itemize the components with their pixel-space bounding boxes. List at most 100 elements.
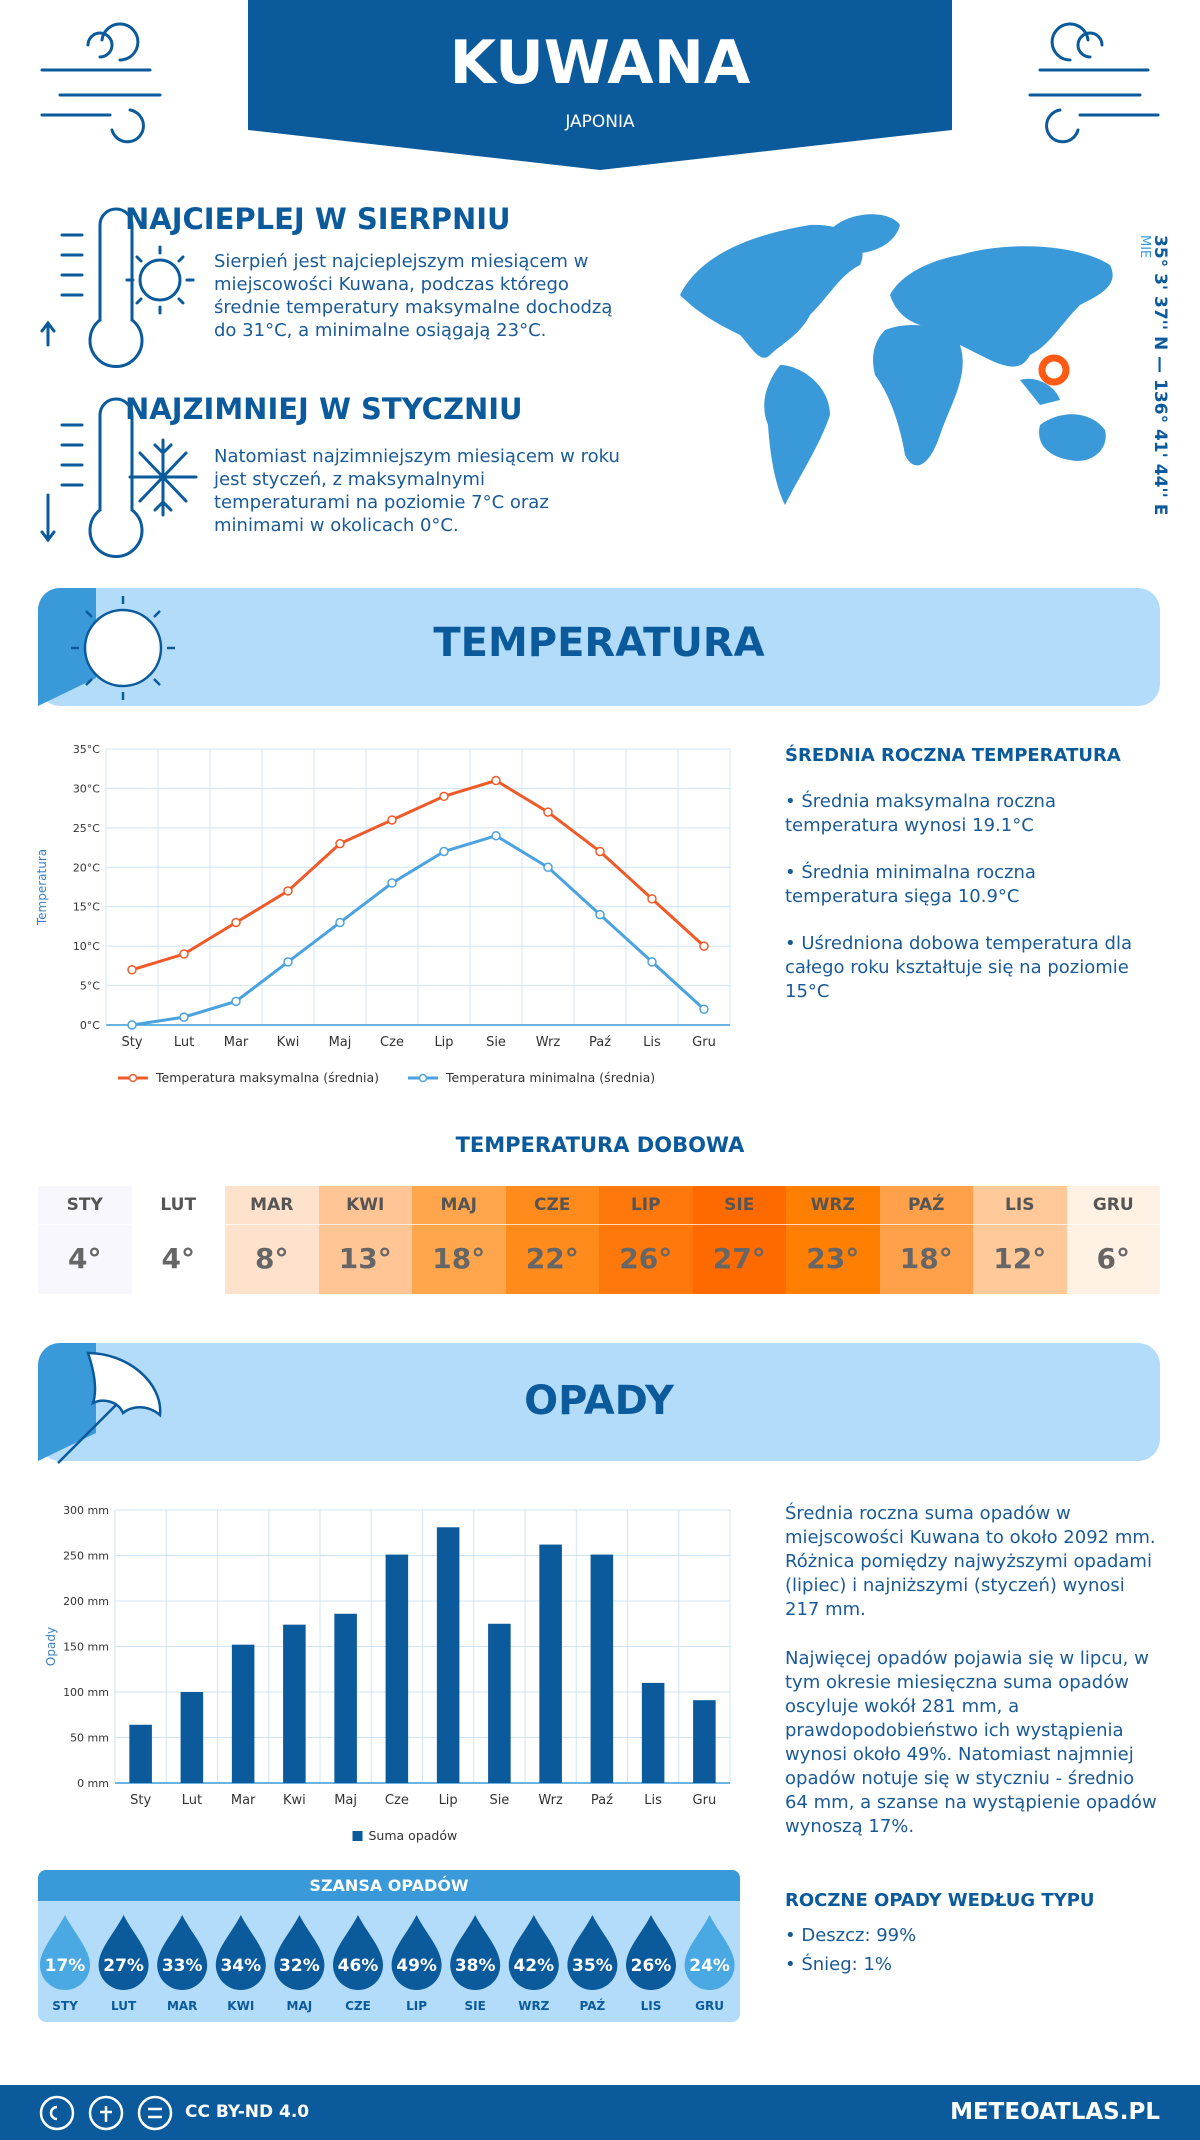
daily-value: 18°: [899, 1242, 953, 1275]
x-tick-label: Lut: [174, 1035, 194, 1050]
daily-column: MAR 8°: [225, 1186, 319, 1294]
section-title: TEMPERATURA: [433, 620, 765, 666]
x-tick-label: Wrz: [536, 1035, 561, 1050]
highlight-title: NAJZIMNIEJ W STYCZNIU: [125, 392, 523, 426]
rain-drop: [450, 1915, 501, 1990]
y-tick-label: 200 mm: [63, 1595, 109, 1608]
y-tick-label: 0 mm: [77, 1777, 109, 1790]
chance-month: STY: [52, 1999, 78, 2013]
chance-month: LIS: [641, 1999, 662, 2013]
type-title: ROCZNE OPADY WEDŁUG TYPU: [785, 1890, 1095, 1911]
daily-column: LIS 12°: [973, 1186, 1067, 1294]
chance-month: PAŹ: [580, 1998, 606, 2013]
daily-month: MAJ: [412, 1186, 506, 1225]
chance-value: 34%: [220, 1956, 261, 1976]
x-tick-label: Sty: [121, 1035, 142, 1050]
chance-value: 49%: [396, 1956, 437, 1976]
y-tick-label: 5°C: [80, 980, 100, 993]
data-point: [335, 917, 345, 928]
x-tick-label: Kwi: [283, 1793, 306, 1808]
data-point: [179, 1012, 189, 1022]
daily-column: PAŹ 18°: [879, 1186, 973, 1294]
data-point: [231, 996, 241, 1007]
y-tick-label: 10°C: [73, 940, 100, 953]
daily-value: 18°: [432, 1242, 486, 1275]
daily-month: MAR: [225, 1186, 319, 1225]
data-point: [127, 1020, 137, 1030]
world-map: [680, 214, 1113, 505]
rain-drop: [508, 1915, 559, 1990]
summary-item: • Uśredniona dobowa temperatura dla całe…: [785, 933, 1133, 1002]
y-axis-label: Opady: [44, 1627, 58, 1666]
y-tick-label: 150 mm: [63, 1641, 109, 1654]
license-icons: [39, 2095, 173, 2131]
chance-drops: 17% STY 27% LUT 33% MAR 34% KWI 32% MAJ 46% CZE 49% L…: [40, 1915, 735, 2013]
chance-month: KWI: [227, 1999, 254, 2013]
x-tick-label: Paź: [589, 1035, 611, 1050]
bar: [436, 1527, 460, 1783]
data-point: [439, 846, 449, 857]
rain-drop: [567, 1915, 618, 1990]
x-tick-label: Wrz: [538, 1793, 563, 1808]
y-tick-label: 20°C: [73, 861, 100, 874]
page-title: KUWANA: [449, 28, 751, 98]
rain-drop: [40, 1915, 90, 1990]
bar: [334, 1613, 357, 1783]
bar: [693, 1700, 716, 1783]
data-point: [491, 775, 501, 786]
data-point: [543, 807, 553, 817]
x-tick-label: Sie: [486, 1035, 506, 1050]
daily-column: LUT 4°: [131, 1186, 225, 1294]
precipitation-chart: 0 mm 50 mm 100 mm 150 mm 200 mm 250 mm 300 mm S…: [44, 1504, 731, 1843]
daily-value: 27°: [712, 1242, 766, 1275]
site-name[interactable]: METEOATLAS.PL: [950, 2099, 1160, 2125]
rain-drop: [274, 1915, 325, 1990]
daily-column: WRZ 23°: [786, 1186, 880, 1294]
data-point: [491, 830, 501, 841]
highlight-icons: [40, 207, 198, 558]
x-tick-label: Cze: [380, 1035, 404, 1050]
daily-column: STY 4°: [38, 1186, 132, 1294]
chance-month: SIE: [465, 1999, 486, 2013]
daily-month: KWI: [318, 1186, 412, 1225]
daily-value: 8°: [255, 1242, 289, 1275]
legend-swatch-dot: [128, 1073, 138, 1083]
rain-drop: [391, 1915, 442, 1990]
chance-month: LUT: [111, 1999, 137, 2013]
daily-month: CZE: [505, 1186, 599, 1225]
temperature-chart: 0°C 5°C 10°C 15°C 20°C 25°C 30°C 35°C Sty Lut Mar K…: [35, 743, 731, 1085]
data-point: [231, 917, 241, 928]
x-tick-label: Mar: [231, 1793, 256, 1808]
chance-value: 33%: [162, 1956, 203, 1976]
daily-column: CZE 22°: [505, 1186, 599, 1294]
license: CC BY-ND 4.0: [185, 2102, 310, 2122]
legend-label: Temperatura minimalna (średnia): [445, 1070, 655, 1085]
chance-value: 42%: [513, 1956, 554, 1976]
chance-value: 38%: [455, 1956, 496, 1976]
data-point: [647, 894, 657, 904]
y-tick-label: 300 mm: [63, 1504, 109, 1517]
y-tick-label: 35°C: [73, 743, 100, 756]
summary-item: • Średnia minimalna roczna temperatura s…: [785, 862, 1036, 907]
data-point: [387, 815, 397, 825]
x-tick-label: Maj: [329, 1035, 352, 1050]
summary-item: • Średnia maksymalna roczna temperatura …: [785, 791, 1056, 836]
daily-month: STY: [38, 1186, 132, 1225]
bar: [180, 1692, 204, 1783]
daily-month: LIP: [599, 1186, 693, 1225]
bar: [488, 1623, 511, 1783]
legend-swatch: [352, 1831, 363, 1841]
highlight-text: Natomiast najzimniejszym miesiącem w rok…: [214, 446, 620, 536]
x-tick-label: Sty: [130, 1793, 151, 1808]
region-label: MIE: [1137, 235, 1152, 259]
daily-value: 13°: [338, 1242, 392, 1275]
x-tick-label: Lis: [643, 1035, 661, 1050]
rain-drop: [157, 1915, 208, 1990]
type-item: • Deszcz: 99%: [785, 1925, 917, 1946]
x-tick-label: Lis: [644, 1793, 662, 1808]
x-tick-label: Gru: [693, 1793, 717, 1808]
chance-value: 24%: [689, 1956, 730, 1976]
daily-table: STY 4° LUT 4° MAR 8° KWI 13° MAJ 18° CZE 22° LIP 26° S…: [38, 1186, 1160, 1294]
y-tick-label: 250 mm: [63, 1550, 109, 1563]
